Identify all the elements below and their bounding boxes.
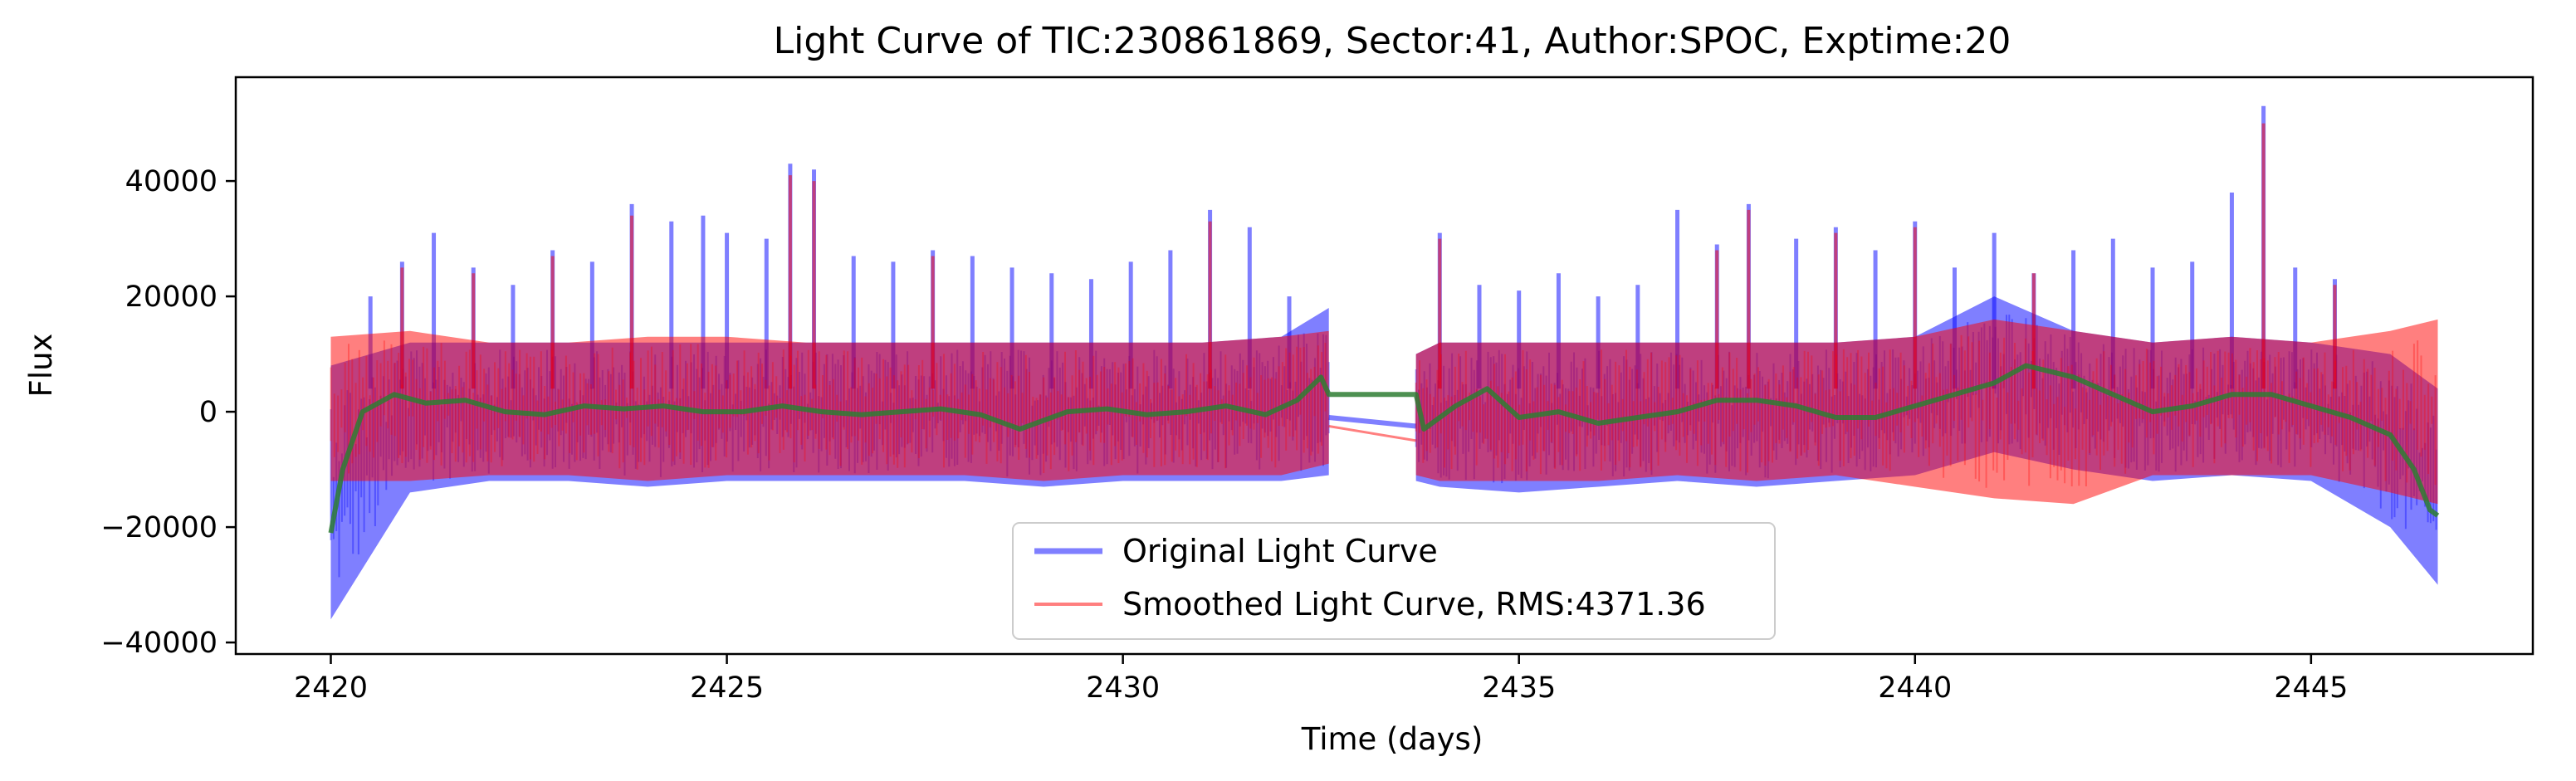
legend-box — [1012, 522, 1776, 640]
y-tick-label-2: 0 — [199, 396, 218, 429]
x-axis-label: Time (days) — [1301, 721, 1484, 757]
y-axis-label: Flux — [23, 334, 59, 398]
x-tick-label-0: 2420 — [294, 671, 368, 705]
legend-label-original: Original Light Curve — [1122, 533, 1438, 569]
legend: Original Light Curve Smoothed Light Curv… — [1012, 522, 1776, 640]
chart-title: Light Curve of TIC:230861869, Sector:41,… — [774, 20, 2011, 62]
y-tick-label-0: −40000 — [100, 627, 218, 660]
smoothed-band-2 — [1415, 319, 2438, 505]
x-tick-label-2: 2430 — [1086, 671, 1160, 705]
trend-line — [328, 363, 2440, 534]
x-tick-label-5: 2445 — [2274, 671, 2348, 705]
plot-area — [328, 105, 2440, 620]
smoothed-gap-line — [1328, 425, 1416, 442]
x-axis-ticks: 2420 2425 2430 2435 2440 2445 — [294, 654, 2348, 705]
plot-frame — [234, 76, 2534, 656]
legend-label-smoothed: Smoothed Light Curve, RMS:4371.36 — [1122, 586, 1706, 622]
smoothed-band-1 — [330, 330, 1329, 481]
y-axis-ticks: −40000 −20000 0 20000 40000 — [100, 165, 236, 660]
x-tick-label-1: 2425 — [690, 671, 764, 705]
original-gap-line — [1328, 415, 1416, 429]
x-tick-label-3: 2435 — [1482, 671, 1556, 705]
y-tick-label-1: −20000 — [100, 511, 218, 544]
y-tick-label-4: 40000 — [125, 165, 218, 198]
x-tick-label-4: 2440 — [1878, 671, 1952, 705]
y-tick-label-3: 20000 — [125, 281, 218, 314]
